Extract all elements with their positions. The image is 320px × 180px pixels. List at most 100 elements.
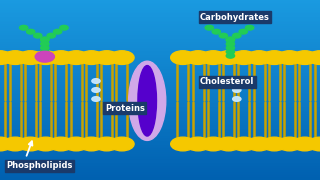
Bar xyxy=(0,171,320,173)
Circle shape xyxy=(0,51,12,64)
Bar xyxy=(0,139,320,140)
Bar xyxy=(0,128,320,130)
Circle shape xyxy=(20,25,28,30)
Bar xyxy=(0,18,320,20)
Circle shape xyxy=(34,137,58,151)
Bar xyxy=(0,70,320,72)
Bar xyxy=(0,77,320,79)
Circle shape xyxy=(216,137,241,151)
Circle shape xyxy=(79,51,104,64)
Bar xyxy=(0,2,320,4)
Circle shape xyxy=(262,51,286,64)
Bar xyxy=(0,61,320,63)
Bar xyxy=(0,90,320,92)
Bar xyxy=(0,112,320,113)
Bar xyxy=(0,59,320,61)
Circle shape xyxy=(35,51,54,62)
Circle shape xyxy=(47,33,55,38)
Circle shape xyxy=(212,29,220,34)
Bar xyxy=(0,45,320,47)
Bar xyxy=(0,126,320,128)
Bar xyxy=(0,32,320,34)
Circle shape xyxy=(232,51,256,64)
Bar xyxy=(0,54,320,56)
Circle shape xyxy=(41,42,49,46)
Bar xyxy=(0,122,320,124)
Bar xyxy=(0,76,320,77)
Circle shape xyxy=(308,51,320,64)
Circle shape xyxy=(41,53,49,58)
Bar xyxy=(0,175,320,176)
Circle shape xyxy=(226,53,235,58)
Circle shape xyxy=(239,29,247,34)
Bar xyxy=(0,155,320,157)
Text: Phospholipids: Phospholipids xyxy=(6,161,73,170)
Bar xyxy=(0,99,320,101)
Bar xyxy=(0,119,320,121)
Bar xyxy=(0,160,320,162)
Circle shape xyxy=(226,37,235,42)
Circle shape xyxy=(34,51,58,64)
Bar xyxy=(0,83,320,85)
Bar xyxy=(0,43,320,45)
Bar xyxy=(0,106,320,108)
Bar xyxy=(0,169,320,171)
Circle shape xyxy=(0,137,12,151)
Circle shape xyxy=(18,137,43,151)
Bar xyxy=(0,173,320,175)
Bar xyxy=(0,167,320,169)
Bar xyxy=(0,23,320,25)
Circle shape xyxy=(94,137,119,151)
Circle shape xyxy=(205,25,213,30)
Bar xyxy=(0,52,320,54)
Text: Carbohydrates: Carbohydrates xyxy=(200,13,270,22)
Circle shape xyxy=(226,38,235,42)
Bar xyxy=(0,131,320,133)
Bar xyxy=(0,95,320,97)
Circle shape xyxy=(41,37,49,42)
Bar xyxy=(0,88,320,90)
Circle shape xyxy=(64,137,88,151)
Bar xyxy=(0,162,320,164)
Bar xyxy=(0,92,320,94)
Bar xyxy=(0,133,320,135)
Bar xyxy=(0,86,320,88)
Circle shape xyxy=(49,51,73,64)
Circle shape xyxy=(186,137,210,151)
Circle shape xyxy=(92,79,100,83)
Circle shape xyxy=(233,88,241,92)
Bar xyxy=(0,14,320,16)
Bar xyxy=(0,153,320,155)
Bar xyxy=(0,142,320,144)
Circle shape xyxy=(233,79,241,83)
Bar xyxy=(0,7,320,9)
Bar xyxy=(0,31,320,32)
Bar xyxy=(0,67,320,68)
Bar xyxy=(0,5,320,7)
Circle shape xyxy=(110,51,134,64)
Bar xyxy=(0,58,320,59)
Bar xyxy=(0,20,320,22)
Circle shape xyxy=(247,51,271,64)
Bar xyxy=(0,74,320,76)
Circle shape xyxy=(3,137,28,151)
Ellipse shape xyxy=(138,66,156,136)
Circle shape xyxy=(201,51,226,64)
Bar xyxy=(0,140,320,142)
Bar xyxy=(0,68,320,70)
Bar xyxy=(0,40,320,41)
Bar xyxy=(0,34,320,36)
Bar xyxy=(0,164,320,166)
Circle shape xyxy=(41,46,49,50)
Circle shape xyxy=(233,97,241,101)
Bar xyxy=(0,149,320,151)
Circle shape xyxy=(27,29,35,34)
Circle shape xyxy=(41,38,49,42)
Circle shape xyxy=(226,42,235,46)
Bar xyxy=(0,0,320,2)
Bar xyxy=(0,11,320,13)
Bar xyxy=(0,81,320,83)
Bar xyxy=(0,9,320,11)
Bar xyxy=(0,47,320,49)
Bar xyxy=(0,117,320,119)
